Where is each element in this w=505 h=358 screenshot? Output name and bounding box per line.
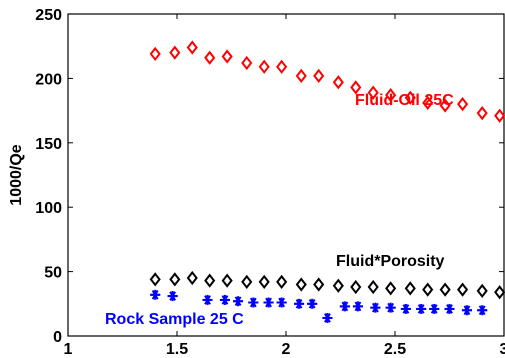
data-point	[404, 90, 416, 105]
data-point	[276, 297, 287, 308]
data-point	[461, 305, 472, 316]
data-point	[149, 272, 161, 287]
data-point	[248, 297, 259, 308]
data-point	[276, 59, 288, 74]
rock-sample-label: Rock Sample 25 C	[105, 311, 244, 328]
data-point	[352, 301, 363, 312]
data-point	[477, 305, 488, 316]
data-point	[202, 294, 213, 305]
data-point	[169, 45, 181, 60]
x-tick-label: 3	[500, 341, 505, 358]
x-tick-label: 2.5	[384, 341, 406, 358]
data-point	[258, 274, 270, 290]
data-point	[476, 283, 488, 299]
data-point	[494, 285, 505, 300]
data-point	[295, 68, 307, 83]
data-point	[169, 272, 181, 287]
data-point	[150, 289, 161, 300]
data-point	[332, 278, 344, 293]
plot-area-frame	[67, 13, 505, 337]
data-point	[307, 298, 318, 309]
data-point	[221, 273, 233, 288]
data-point	[276, 274, 288, 290]
data-point	[186, 270, 198, 286]
data-point	[422, 95, 434, 110]
data-point	[219, 294, 230, 305]
data-point	[416, 303, 427, 314]
data-point	[422, 282, 434, 297]
data-point	[367, 85, 379, 100]
data-point	[404, 281, 416, 296]
data-point	[332, 75, 344, 90]
data-point	[457, 282, 469, 297]
data-point	[241, 55, 253, 71]
x-tick-labels: 1 1.5 2 2.5 3	[64, 341, 505, 358]
data-point	[385, 88, 397, 103]
y-tick-label: 150	[35, 136, 62, 153]
data-point	[204, 50, 216, 65]
data-point	[258, 59, 270, 74]
data-point	[400, 303, 411, 314]
data-point	[241, 274, 253, 290]
y-tick-label: 50	[44, 265, 62, 282]
x-tick-label: 1.5	[166, 341, 188, 358]
data-point	[385, 302, 396, 313]
data-point	[221, 49, 233, 64]
y-tick-label: 200	[35, 71, 62, 88]
data-point	[204, 273, 216, 288]
y-tick-label: 250	[35, 7, 62, 24]
data-point	[263, 297, 274, 308]
series-rock-sample-25-c	[150, 289, 488, 323]
x-tick-label: 2	[282, 341, 291, 358]
data-point	[186, 40, 198, 55]
data-point	[429, 303, 440, 314]
series-fluid-porosity	[149, 270, 505, 300]
y-tick-label: 0	[53, 329, 62, 346]
data-point	[322, 312, 333, 323]
data-point	[367, 279, 379, 295]
data-point	[457, 97, 469, 112]
data-point	[167, 291, 178, 302]
data-point	[350, 80, 362, 95]
data-point	[313, 277, 325, 292]
fluid-oil-label: Fluid-Oil 25C	[355, 92, 454, 109]
y-tick-label: 100	[35, 200, 62, 217]
data-point	[294, 298, 305, 309]
series-fluid-oil-25c	[149, 40, 505, 123]
x-tick-label: 1	[64, 341, 73, 358]
fluid-porosity-label: Fluid*Porosity	[336, 253, 445, 270]
y-tick-labels: 0 50 100 150 200 250	[35, 7, 62, 346]
data-point	[494, 108, 505, 123]
data-point	[444, 303, 455, 314]
data-point	[439, 98, 451, 113]
axis-ticks	[67, 13, 505, 337]
data-point	[295, 277, 307, 292]
data-point	[370, 302, 381, 313]
data-point	[350, 279, 362, 295]
y-axis-title: 1000/Qe	[8, 144, 25, 205]
data-point	[233, 296, 244, 307]
data-point	[313, 68, 325, 83]
data-point	[385, 281, 397, 296]
data-point	[339, 301, 350, 312]
series-layer	[149, 40, 505, 323]
data-point	[149, 46, 161, 62]
data-point	[439, 282, 451, 297]
data-point	[476, 106, 488, 121]
